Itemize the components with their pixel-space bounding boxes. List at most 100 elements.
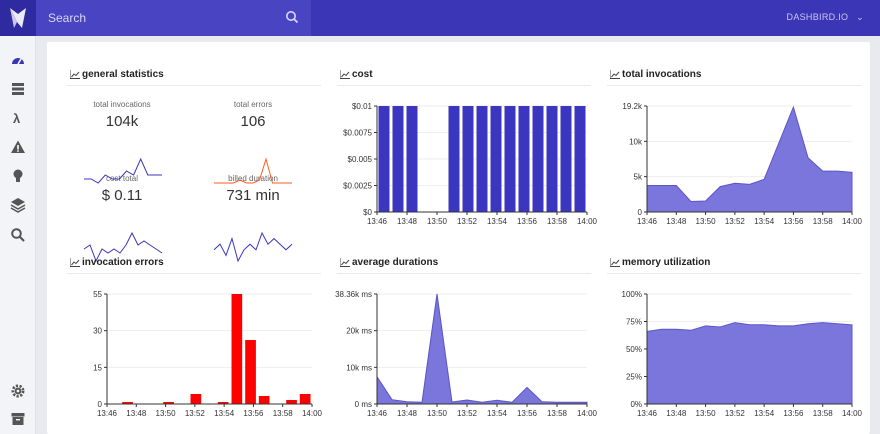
line-chart-icon bbox=[70, 258, 80, 267]
bar bbox=[560, 106, 572, 212]
x-tick-label: 14:00 bbox=[577, 217, 597, 226]
bar bbox=[532, 106, 544, 212]
line-chart-icon bbox=[340, 70, 350, 79]
sparkline-errors bbox=[214, 157, 292, 184]
dashboard-icon[interactable] bbox=[10, 52, 26, 68]
x-tick-label: 13:58 bbox=[813, 217, 834, 226]
stat-label: total invocations bbox=[93, 100, 151, 109]
search-bar[interactable]: Search bbox=[36, 0, 311, 36]
x-tick-label: 14:00 bbox=[842, 409, 862, 418]
x-tick-label: 13:50 bbox=[156, 409, 177, 418]
x-tick-label: 13:54 bbox=[754, 217, 775, 226]
y-tick-label: 0 bbox=[98, 400, 103, 409]
stat-label: billed duration bbox=[228, 174, 278, 183]
bar bbox=[245, 340, 256, 404]
stat-cost-total: cost total $ 0.11 bbox=[67, 174, 177, 204]
y-tick-label: 25% bbox=[626, 373, 642, 382]
y-tick-label: 0% bbox=[630, 400, 642, 409]
sidebar: λ bbox=[0, 36, 36, 434]
dashbird-logo[interactable] bbox=[0, 0, 36, 36]
x-tick-label: 13:50 bbox=[427, 217, 448, 226]
average-durations-title: average durations bbox=[352, 257, 439, 268]
x-tick-label: 13:56 bbox=[517, 217, 538, 226]
y-tick-label: $0.01 bbox=[352, 102, 373, 111]
x-tick-label: 13:52 bbox=[457, 409, 478, 418]
y-tick-label: 5k bbox=[634, 173, 643, 182]
stat-value: 106 bbox=[240, 113, 266, 130]
total-invocations-title: total invocations bbox=[622, 69, 702, 80]
x-tick-label: 13:46 bbox=[367, 217, 388, 226]
y-tick-label: 38.36k ms bbox=[335, 290, 372, 299]
x-tick-label: 13:48 bbox=[666, 217, 687, 226]
search-input[interactable]: Search bbox=[48, 11, 87, 25]
lightbulb-icon[interactable] bbox=[10, 168, 26, 184]
panel-memory-utilization: memory utilization 0% 25% 50% 75% 100% 13:46 1… bbox=[607, 252, 862, 432]
gear-icon[interactable] bbox=[10, 383, 26, 399]
panel-title: memory utilization bbox=[607, 252, 861, 274]
bar bbox=[490, 106, 502, 212]
bar bbox=[299, 394, 311, 404]
y-tick-label: 100% bbox=[622, 290, 642, 299]
sparkline-invocations bbox=[84, 157, 162, 184]
x-tick-label: 13:56 bbox=[783, 409, 804, 418]
y-tick-label: 55 bbox=[93, 290, 102, 299]
x-tick-label: 13:56 bbox=[243, 409, 264, 418]
memory-utilization-title: memory utilization bbox=[622, 257, 711, 268]
archive-icon[interactable] bbox=[10, 411, 26, 427]
bar bbox=[574, 106, 586, 212]
total-invocations-chart: 0 5k 10k 19.2k 13:46 13:48 13:50 13:52 13:54 13:5… bbox=[622, 102, 862, 226]
line-chart-icon bbox=[610, 258, 620, 267]
sparkline-path bbox=[213, 231, 293, 263]
x-tick-label: 13:52 bbox=[725, 217, 746, 226]
bar bbox=[286, 400, 297, 404]
cost-chart: $0 $0.0025 $0.005 $0.0075 $0.01 13:46 13:48 13:… bbox=[343, 102, 597, 226]
top-bar: Search DASHBIRD.IO ⌄ bbox=[0, 0, 880, 36]
panel-title: cost bbox=[337, 64, 591, 86]
stat-total-errors: total errors 106 bbox=[198, 100, 308, 130]
sparkline-path bbox=[84, 157, 162, 184]
y-tick-label: 75% bbox=[626, 318, 642, 327]
stat-value: 104k bbox=[105, 113, 139, 130]
bar bbox=[518, 106, 530, 212]
database-icon[interactable] bbox=[10, 81, 26, 97]
sparkline-path bbox=[214, 157, 292, 184]
sparkline-cost bbox=[83, 231, 163, 263]
y-tick-label: $0.005 bbox=[348, 155, 373, 164]
bar bbox=[546, 106, 558, 212]
x-tick-label: 13:50 bbox=[427, 409, 448, 418]
bar bbox=[163, 402, 174, 404]
stat-label: cost total bbox=[105, 174, 138, 183]
area-series bbox=[646, 322, 853, 405]
x-tick-label: 13:48 bbox=[397, 217, 418, 226]
panel-title: invocation errors bbox=[67, 252, 321, 274]
cost-title: cost bbox=[352, 69, 373, 80]
average-durations-chart: 0 ms 10k ms 20k ms 38.36k ms 13:46 13:48 13:50… bbox=[335, 290, 597, 418]
x-tick-label: 13:46 bbox=[637, 409, 658, 418]
y-tick-label: 0 bbox=[638, 208, 643, 217]
y-tick-label: 10k ms bbox=[346, 363, 372, 372]
y-tick-label: 20k ms bbox=[346, 327, 372, 336]
x-tick-label: 13:54 bbox=[214, 409, 235, 418]
panel-average-durations: average durations 0 ms 10k ms 20k ms 38.36k… bbox=[335, 252, 597, 432]
line-chart-icon bbox=[340, 258, 350, 267]
search-icon[interactable] bbox=[285, 10, 299, 24]
sparkline-path bbox=[83, 231, 163, 263]
x-tick-label: 13:58 bbox=[547, 217, 568, 226]
area-series bbox=[376, 293, 588, 405]
bar bbox=[392, 106, 404, 212]
x-tick-label: 13:58 bbox=[813, 409, 834, 418]
account-menu[interactable]: DASHBIRD.IO ⌄ bbox=[787, 12, 864, 23]
warning-icon[interactable] bbox=[10, 139, 26, 155]
panel-title: average durations bbox=[337, 252, 591, 274]
x-tick-label: 13:56 bbox=[783, 217, 804, 226]
search-icon[interactable] bbox=[10, 227, 26, 243]
panel-title: general statistics bbox=[67, 64, 321, 86]
stat-label: total errors bbox=[233, 100, 273, 109]
chevron-down-icon: ⌄ bbox=[856, 12, 864, 22]
lambda-icon[interactable]: λ bbox=[10, 110, 26, 126]
layers-icon[interactable] bbox=[10, 197, 26, 213]
logo-mark-icon bbox=[10, 8, 26, 28]
x-tick-label: 13:46 bbox=[637, 217, 658, 226]
x-tick-label: 13:52 bbox=[725, 409, 746, 418]
stat-billed-duration: billed duration 731 min bbox=[198, 174, 308, 204]
